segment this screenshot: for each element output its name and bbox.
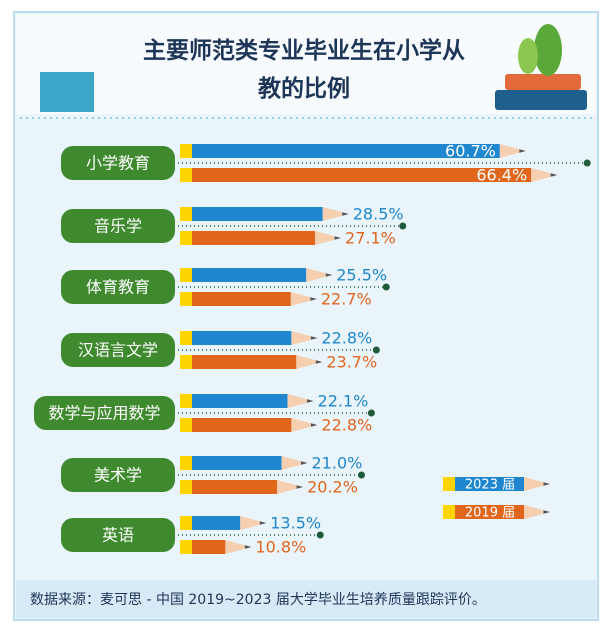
pencil-ferrule	[180, 418, 192, 432]
leader-dot	[372, 346, 380, 354]
bar	[192, 144, 526, 158]
pencil-ferrule	[443, 505, 455, 519]
value-label: 66.4%	[476, 166, 527, 185]
category-label: 音乐学	[94, 217, 142, 236]
pencil-ferrule	[180, 394, 192, 408]
bar	[192, 516, 267, 530]
bar	[192, 331, 318, 345]
leader-dot	[583, 159, 591, 167]
pencil-ferrule	[180, 207, 192, 221]
bar	[192, 292, 317, 306]
value-label: 10.8%	[255, 538, 306, 557]
category-label: 数学与应用数学	[48, 404, 160, 423]
bar	[192, 456, 308, 470]
pencil-ferrule	[180, 355, 192, 369]
bar	[192, 268, 333, 282]
value-label: 27.1%	[345, 229, 396, 248]
category-pill	[61, 209, 175, 243]
pencil-ferrule	[180, 456, 192, 470]
leader-dot	[399, 222, 407, 230]
pencil-ferrule	[180, 144, 192, 158]
legend-label: 2023 届	[465, 478, 515, 493]
pencil-ferrule	[180, 331, 192, 345]
bar	[192, 394, 314, 408]
pencil-ferrule	[180, 516, 192, 530]
bar	[192, 207, 349, 221]
decor-leaf	[518, 38, 538, 74]
pencil-ferrule	[180, 480, 192, 494]
value-label: 13.5%	[270, 514, 321, 533]
value-label: 21.0%	[312, 454, 363, 473]
category-pill	[61, 518, 175, 552]
category-pill	[34, 396, 175, 430]
bar	[455, 505, 550, 519]
category-label: 小学教育	[86, 154, 150, 173]
decor-book	[495, 90, 587, 110]
source: 数据来源：麦可思 - 中国 2019~2023 届大学毕业生培养质量跟踪评价。	[30, 592, 486, 608]
chart-title: 主要师范类专业毕业生在小学从教的比例	[143, 38, 465, 102]
leader-dot	[316, 531, 324, 539]
pencil-ferrule	[180, 168, 192, 182]
leader-dot	[367, 409, 375, 417]
bar	[455, 477, 550, 491]
value-label: 25.5%	[336, 266, 387, 285]
value-label: 22.8%	[321, 329, 372, 348]
value-label: 22.8%	[321, 416, 372, 435]
category-label: 汉语言文学	[78, 341, 158, 360]
value-label: 22.7%	[321, 290, 372, 309]
category-pill	[61, 333, 175, 367]
legend-label: 2019 届	[465, 506, 515, 521]
pencil-ferrule	[443, 477, 455, 491]
category-label: 英语	[102, 526, 134, 545]
decor-leaf	[534, 24, 562, 76]
category-label: 体育教育	[86, 278, 150, 297]
category-pill	[61, 458, 175, 492]
bar	[192, 231, 342, 245]
bar	[192, 540, 252, 554]
value-label: 22.1%	[318, 392, 369, 411]
category-label: 美术学	[94, 466, 142, 485]
decor-book	[505, 74, 581, 90]
footer-bg	[16, 580, 596, 618]
value-label: 23.7%	[326, 353, 377, 372]
bar	[192, 355, 323, 369]
category-pill	[61, 146, 175, 180]
category-pill	[61, 270, 175, 304]
pencil-ferrule	[180, 268, 192, 282]
bar	[192, 480, 304, 494]
bar	[192, 168, 558, 182]
value-label: 60.7%	[445, 142, 496, 161]
bar	[192, 418, 318, 432]
value-label: 28.5%	[353, 205, 404, 224]
leader-dot	[382, 283, 390, 291]
decor-book	[40, 72, 94, 112]
pencil-ferrule	[180, 292, 192, 306]
leader-dot	[358, 471, 365, 479]
pencil-ferrule	[180, 540, 192, 554]
pencil-ferrule	[180, 231, 192, 245]
value-label: 20.2%	[307, 478, 358, 497]
